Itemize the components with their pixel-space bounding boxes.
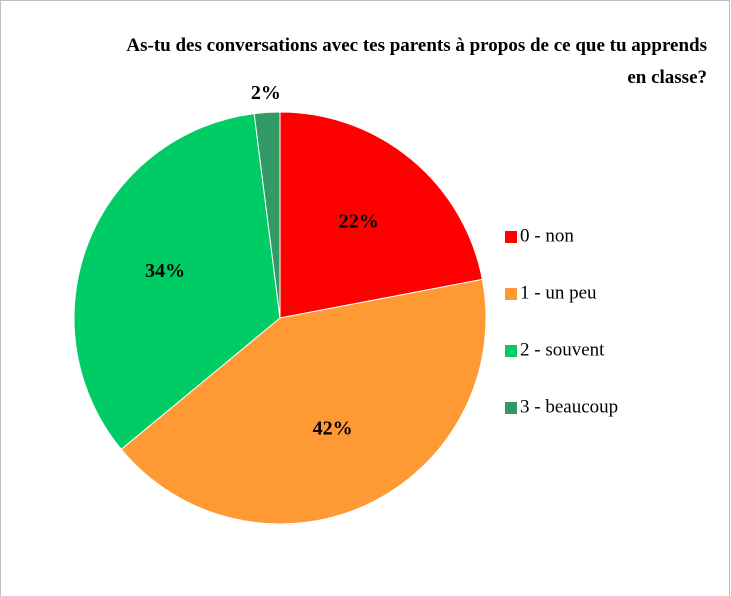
legend-swatch (505, 231, 517, 243)
data-label: 22% (339, 210, 379, 232)
chart-title: As-tu des conversations avec tes parents… (126, 35, 707, 88)
data-label: 34% (145, 260, 185, 282)
data-label: 2% (251, 82, 281, 104)
legend-swatch (505, 288, 517, 300)
pie-slice (253, 111, 281, 319)
data-label: 42% (313, 417, 353, 439)
legend-label: 1 - un peu (520, 282, 597, 303)
pie-slice (73, 113, 281, 451)
legend-swatch (505, 345, 517, 357)
legend-label: 2 - souvent (520, 339, 605, 360)
legend-label: 0 - non (520, 225, 574, 246)
pie-slice (279, 111, 483, 319)
pie-slice (120, 278, 487, 525)
legend-label: 3 - beaucoup (520, 396, 618, 417)
legend-swatch (505, 402, 517, 414)
